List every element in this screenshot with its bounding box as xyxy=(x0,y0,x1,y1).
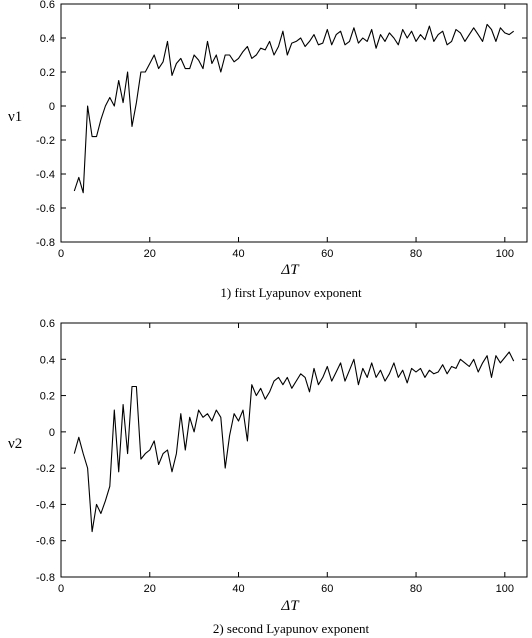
x-tick-label: 20 xyxy=(144,248,156,260)
x-tick-label: 60 xyxy=(321,583,333,595)
x-tick-label: 80 xyxy=(410,583,422,595)
x-axis-label: ΔT xyxy=(280,262,300,278)
y-tick-label: 0.4 xyxy=(40,354,55,366)
y-tick-label: -0.4 xyxy=(36,169,55,181)
y-tick-label: 0.4 xyxy=(40,33,55,45)
y-tick-label: -0.6 xyxy=(36,536,55,548)
y-tick-label: 0.6 xyxy=(40,0,55,11)
x-tick-label: 0 xyxy=(58,248,64,260)
chart-caption: 2) second Lyapunov exponent xyxy=(213,621,370,636)
x-axis-label: ΔT xyxy=(280,598,300,614)
x-tick-label: 100 xyxy=(496,583,514,595)
y-tick-label: 0.2 xyxy=(40,391,55,403)
x-tick-label: 40 xyxy=(232,248,244,260)
y-axis-label: ν1 xyxy=(8,109,22,125)
y-tick-label: 0 xyxy=(49,427,55,439)
x-tick-label: 20 xyxy=(144,583,156,595)
y-tick-label: -0.4 xyxy=(36,499,55,511)
x-tick-label: 0 xyxy=(58,583,64,595)
y-tick-label: -0.8 xyxy=(36,237,55,249)
x-tick-label: 80 xyxy=(410,248,422,260)
y-tick-label: -0.6 xyxy=(36,203,55,215)
series-line-1 xyxy=(73,23,515,194)
y-tick-label: -0.2 xyxy=(36,135,55,147)
x-tick-label: 40 xyxy=(232,583,244,595)
y-tick-label: -0.8 xyxy=(36,572,55,584)
series-line-2 xyxy=(73,351,515,533)
x-tick-label: 60 xyxy=(321,248,333,260)
y-tick-label: 0 xyxy=(49,101,55,113)
plot-frame-1 xyxy=(60,3,528,243)
chart-caption: 1) first Lyapunov exponent xyxy=(220,285,362,300)
plot-frame-2 xyxy=(60,322,528,578)
y-axis-label: ν2 xyxy=(8,436,22,452)
y-tick-label: 0.6 xyxy=(40,318,55,330)
x-tick-label: 100 xyxy=(496,248,514,260)
y-tick-label: -0.2 xyxy=(36,463,55,475)
y-tick-label: 0.2 xyxy=(40,67,55,79)
